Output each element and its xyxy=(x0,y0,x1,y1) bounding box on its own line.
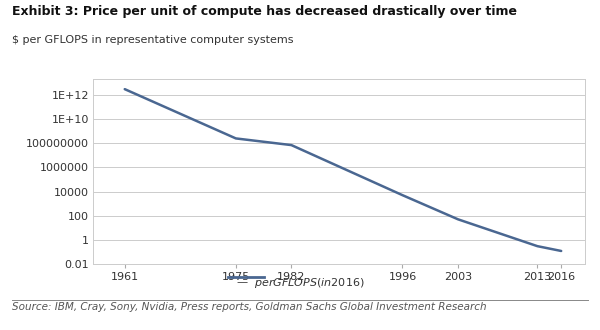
Text: $ per GFLOPS in representative computer systems: $ per GFLOPS in representative computer … xyxy=(12,35,293,45)
Text: Exhibit 3: Price per unit of compute has decreased drastically over time: Exhibit 3: Price per unit of compute has… xyxy=(12,5,517,18)
Text: —  $ per GFLOPS (in 2016 $): — $ per GFLOPS (in 2016 $) xyxy=(236,276,364,289)
Text: Source: IBM, Cray, Sony, Nvidia, Press reports, Goldman Sachs Global Investment : Source: IBM, Cray, Sony, Nvidia, Press r… xyxy=(12,302,487,312)
